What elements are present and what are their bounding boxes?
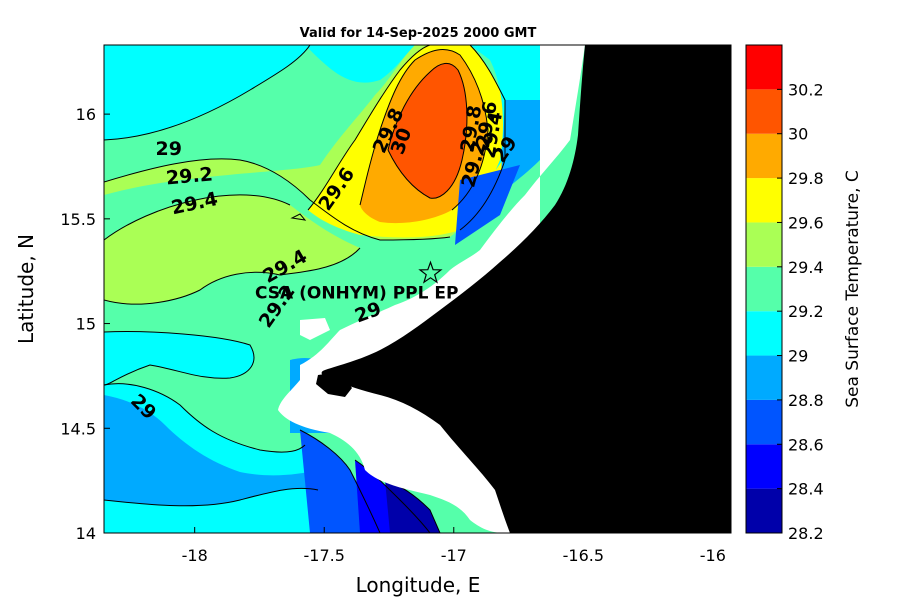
colorbar-tick-label: 29.6 — [788, 213, 824, 232]
colorbar-tick-label: 28.8 — [788, 391, 824, 410]
colorbar-swatch — [746, 311, 782, 356]
x-tick-label: -18 — [182, 546, 208, 565]
y-tick-label: 14 — [76, 524, 96, 543]
colorbar-swatch — [746, 399, 782, 445]
x-tick-label: -16 — [700, 546, 726, 565]
colorbar-swatch — [746, 355, 782, 400]
sst-band-29-0-north — [104, 45, 415, 83]
no-data-mask-small — [300, 318, 330, 340]
colorbar-swatch — [746, 222, 782, 267]
contour-label: 29 — [156, 138, 182, 160]
y-tick-label: 15 — [76, 315, 96, 334]
contour-label: 29.2 — [165, 163, 214, 189]
colorbar-swatch — [746, 178, 782, 223]
colorbar-tick-label: 28.6 — [788, 435, 824, 454]
colorbar-tick-label: 29 — [788, 347, 808, 366]
y-tick-label: 16 — [76, 105, 96, 124]
sst-band-29-0-north-2 — [104, 45, 310, 140]
sst-band-29-0-sw — [104, 488, 325, 533]
site-layer: CSA (ONHYM) PPL EP — [255, 260, 458, 303]
colorbar-box — [745, 44, 783, 534]
y-axis-ticks: 14 14.5 15 15.5 16 — [60, 105, 110, 543]
x-axis-ticks: -18 -17.5 -17 -16.5 -16 — [182, 527, 726, 565]
colorbar-tick-label: 29.8 — [788, 169, 824, 188]
sst-band-28-6-coastal — [455, 165, 520, 245]
colorbar-label: Sea Surface Temperature, C — [843, 170, 863, 408]
colorbar-swatch — [746, 488, 782, 533]
map-axes-box — [103, 44, 732, 534]
colorbar-swatch — [746, 444, 782, 489]
sst-band-30-0 — [388, 63, 467, 199]
land-senegal-coast — [321, 45, 731, 533]
colorbar-tick-label: 29.2 — [788, 302, 824, 321]
x-axis-label: Longitude, E — [356, 573, 481, 597]
y-tick-label: 15.5 — [60, 210, 96, 229]
site-label: CSA (ONHYM) PPL EP — [255, 283, 458, 303]
site-star-icon — [418, 260, 443, 284]
colorbar-swatch — [746, 133, 782, 179]
sst-band-28-2-south — [385, 480, 440, 533]
sst-band-29-4 — [104, 194, 360, 305]
colorbar-swatch — [746, 45, 782, 90]
x-tick-label: -17.5 — [304, 546, 345, 565]
colorbar-tick-label: 30 — [788, 125, 808, 144]
colorbar: 28.2 28.4 28.6 28.8 29 29.2 29.4 29.6 29.8 30 30.2 — [745, 44, 824, 543]
x-tick-label: -17 — [441, 546, 467, 565]
sst-band-29-0-coastal — [460, 45, 540, 230]
land-cap-vert-peninsula — [316, 372, 352, 397]
colorbar-tick-label: 30.2 — [788, 80, 824, 99]
colorbar-tick-label: 29.4 — [788, 258, 824, 277]
contour-lines — [104, 45, 506, 533]
colorbar-tick-label: 28.4 — [788, 480, 824, 499]
y-tick-label: 14.5 — [60, 419, 96, 438]
sst-band-29-0-west — [104, 331, 254, 385]
colorbar-swatch — [746, 89, 782, 134]
colorbar-swatch — [746, 266, 782, 312]
map-title: Valid for 14-Sep-2025 2000 GMT — [300, 26, 537, 41]
y-axis-label: Latitude, N — [14, 234, 38, 344]
colorbar-tick-label: 28.2 — [788, 524, 824, 543]
x-tick-label: -16.5 — [563, 546, 604, 565]
